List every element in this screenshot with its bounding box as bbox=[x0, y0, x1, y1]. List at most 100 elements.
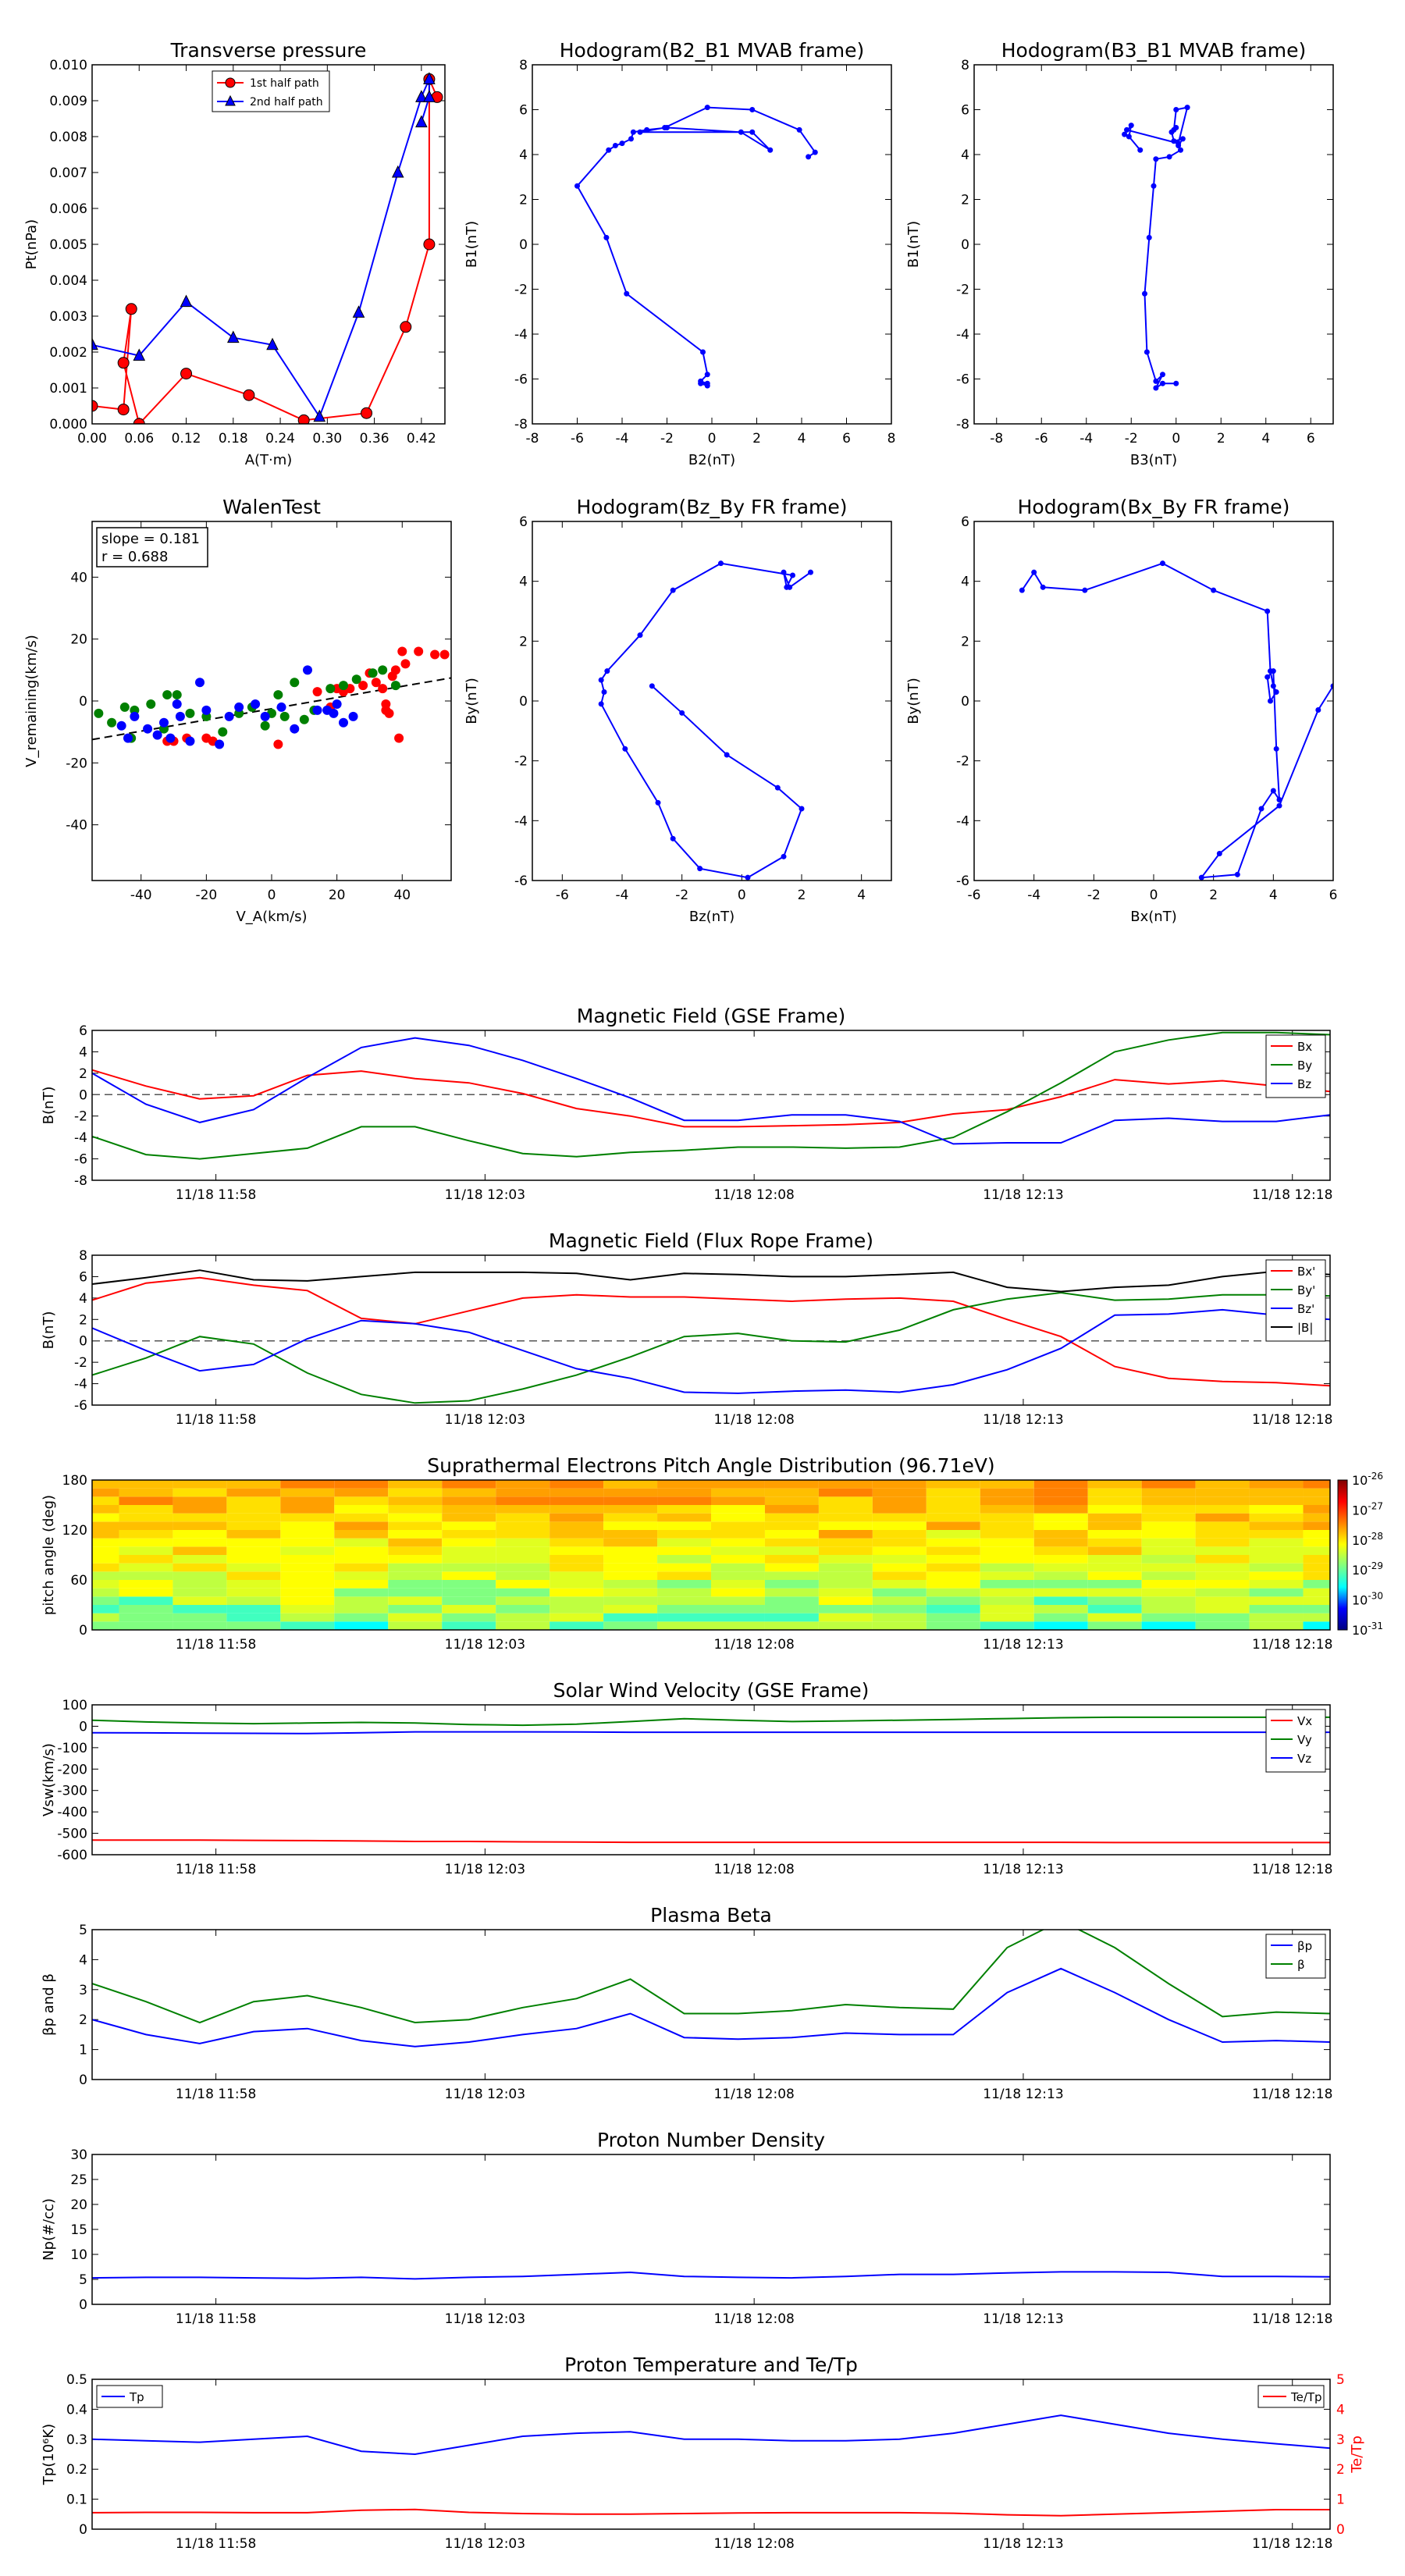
data-point bbox=[1160, 560, 1165, 567]
y-tick-label: -6 bbox=[956, 372, 969, 388]
heatmap-cell bbox=[388, 1496, 443, 1505]
mag-field-gse-panel: Magnetic Field (GSE Frame) -8 -6 -4 -2 0 2 4 6 11… bbox=[41, 1005, 1332, 1203]
heatmap-cell bbox=[764, 1588, 819, 1597]
heatmap-cell bbox=[1249, 1605, 1304, 1614]
y-tick-label: 0.003 bbox=[49, 309, 87, 325]
heatmap-cell bbox=[334, 1496, 389, 1505]
heatmap-cell bbox=[980, 1546, 1034, 1555]
x-tick-label: 11/18 12:08 bbox=[713, 1637, 794, 1653]
hodogram-bz-by-series-line bbox=[600, 562, 812, 879]
heatmap-cell bbox=[92, 1530, 119, 1539]
x-tick-label: -8 bbox=[990, 431, 1003, 447]
scatter-point bbox=[130, 711, 140, 721]
heatmap-cell bbox=[173, 1546, 227, 1555]
legend-marker bbox=[225, 94, 236, 106]
x-tick-label: -2 bbox=[660, 431, 674, 447]
scatter-point bbox=[94, 708, 104, 718]
heatmap-cell bbox=[603, 1555, 658, 1564]
heatmap-cell bbox=[1141, 1588, 1196, 1597]
y-tick-label: -8 bbox=[514, 417, 528, 432]
heatmap-cell bbox=[657, 1613, 711, 1622]
heatmap-cell bbox=[1249, 1563, 1304, 1572]
y-tick-label: -2 bbox=[514, 283, 528, 298]
hodogram-bx-by-ylabel: By(nT) bbox=[905, 678, 922, 724]
scatter-point bbox=[348, 711, 358, 721]
heatmap-cell bbox=[603, 1571, 658, 1580]
heatmap-cell bbox=[657, 1546, 711, 1555]
heatmap-cell bbox=[119, 1505, 173, 1514]
heatmap-cell bbox=[1033, 1563, 1088, 1572]
y2-tick-label: 0 bbox=[1336, 2522, 1345, 2538]
data-point bbox=[622, 745, 628, 752]
heatmap-cell bbox=[818, 1613, 873, 1622]
y-tick-label: 8 bbox=[519, 58, 528, 73]
heatmap-cell bbox=[173, 1513, 227, 1522]
heatmap-cell bbox=[119, 1613, 173, 1622]
y-tick-label: 4 bbox=[79, 1952, 87, 1968]
heatmap-cell bbox=[980, 1571, 1034, 1580]
data-point bbox=[679, 710, 685, 716]
x-tick-label: -2 bbox=[1087, 888, 1101, 903]
heatmap-cell bbox=[926, 1555, 980, 1564]
proton-temperature-ylabel: Tp(10⁶K) bbox=[41, 2424, 57, 2485]
heatmap-cell bbox=[764, 1513, 819, 1522]
heatmap-cell bbox=[1087, 1546, 1142, 1555]
axes-frame bbox=[973, 521, 1334, 881]
heatmap-cell bbox=[92, 1563, 119, 1572]
x-tick-label: 11/18 12:08 bbox=[713, 2311, 794, 2327]
data-point bbox=[352, 305, 365, 318]
x-tick-label: 0.00 bbox=[77, 431, 107, 447]
heatmap-cell bbox=[1249, 1505, 1304, 1514]
hodogram-bx-by-series-line bbox=[1021, 562, 1333, 879]
data-point bbox=[1179, 136, 1186, 142]
axes-frame bbox=[91, 2154, 1331, 2305]
heatmap-cell bbox=[980, 1580, 1034, 1589]
data-point bbox=[1153, 378, 1159, 384]
legend-label: By' bbox=[1297, 1283, 1315, 1297]
heatmap-cell bbox=[119, 1588, 173, 1597]
heatmap-cell bbox=[711, 1571, 765, 1580]
heatmap-cell bbox=[119, 1563, 173, 1572]
heatmap-cell bbox=[980, 1555, 1034, 1564]
data-point bbox=[697, 866, 703, 872]
heatmap-cell bbox=[280, 1605, 335, 1614]
proton-temperature-title: Proton Temperature and Te/Tp bbox=[564, 2354, 858, 2376]
heatmap-cell bbox=[980, 1496, 1034, 1505]
data-point bbox=[1153, 156, 1159, 162]
x-tick-label: -40 bbox=[130, 888, 152, 903]
mag-field-gse-series-Bz bbox=[92, 1037, 1330, 1145]
heatmap-cell bbox=[764, 1538, 819, 1547]
heatmap-cell bbox=[119, 1555, 173, 1564]
data-point bbox=[662, 125, 668, 130]
heatmap-cell bbox=[92, 1546, 119, 1555]
hodogram-b3-b1-xlabel: B3(nT) bbox=[1130, 452, 1177, 468]
hodogram-bx-by-panel: Hodogram(Bx_By FR frame) -6 -4 -2 0 2 4 6 -6 -4 -2… bbox=[905, 496, 1337, 925]
y-tick-label: 0 bbox=[519, 694, 528, 710]
heatmap-cell bbox=[334, 1505, 389, 1514]
data-point bbox=[700, 349, 706, 355]
heatmap-cell bbox=[173, 1530, 227, 1539]
y-tick-label: 6 bbox=[79, 1023, 87, 1039]
heatmap-cell bbox=[818, 1521, 873, 1530]
y-tick-label: -2 bbox=[514, 754, 528, 770]
x-tick-label: 6 bbox=[1307, 431, 1315, 447]
heatmap-cell bbox=[280, 1588, 335, 1597]
y-tick-label: 2 bbox=[519, 193, 528, 208]
data-point bbox=[1160, 372, 1165, 378]
scatter-point bbox=[107, 717, 117, 728]
heatmap-cell bbox=[388, 1521, 443, 1530]
heatmap-cell bbox=[980, 1505, 1034, 1514]
heatmap-cell bbox=[280, 1596, 335, 1605]
x-tick-label: 11/18 12:13 bbox=[983, 1862, 1063, 1877]
x-tick-label: 11/18 11:58 bbox=[176, 1412, 256, 1428]
data-point bbox=[806, 154, 812, 160]
heatmap-cell bbox=[657, 1538, 711, 1547]
y-tick-label: 4 bbox=[519, 575, 528, 590]
heatmap-cell bbox=[334, 1613, 389, 1622]
heatmap-cell bbox=[603, 1580, 658, 1589]
y-tick-label: 100 bbox=[62, 1698, 87, 1713]
data-point bbox=[180, 368, 193, 380]
heatmap-cell bbox=[550, 1538, 604, 1547]
heatmap-cell bbox=[980, 1613, 1034, 1622]
hodogram-bz-by-plot-area bbox=[598, 560, 813, 881]
